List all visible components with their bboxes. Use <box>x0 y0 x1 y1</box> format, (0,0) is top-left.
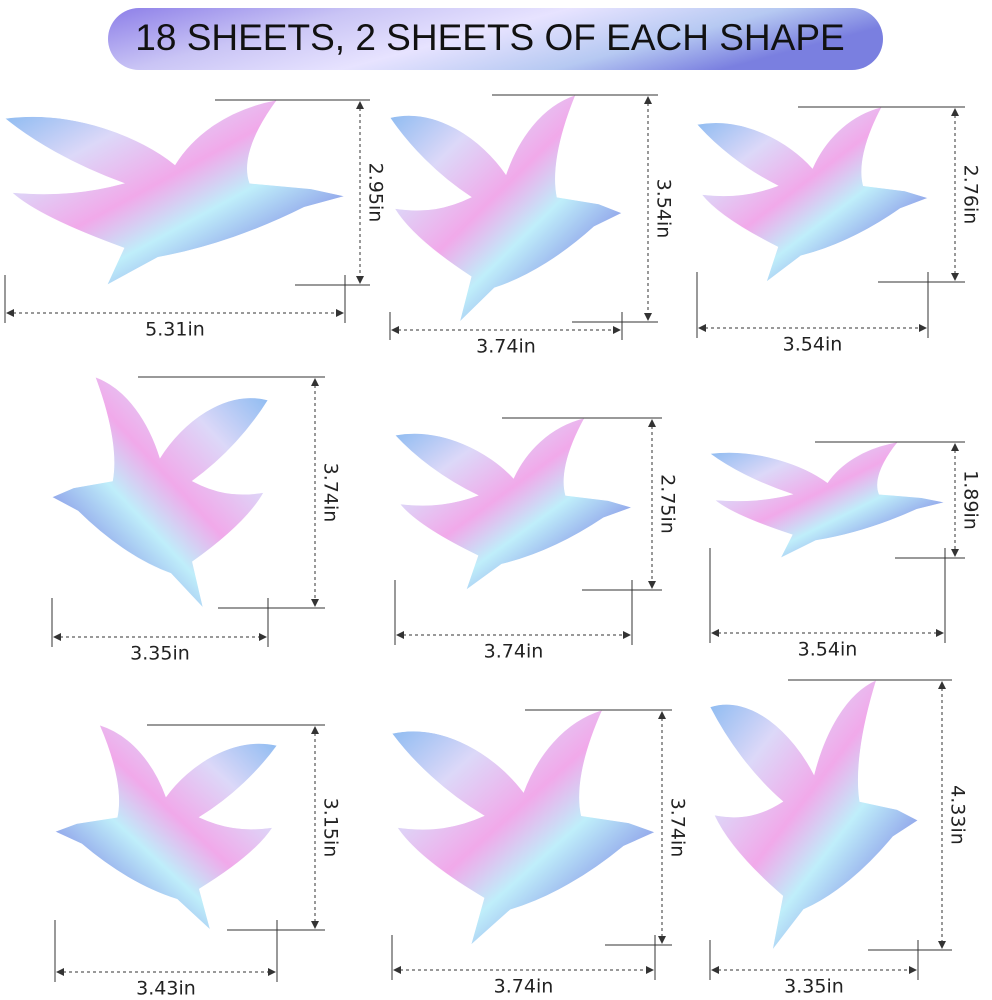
bird-shape <box>392 710 655 945</box>
bird-shape <box>5 100 345 285</box>
width-label: 5.31in <box>145 319 205 341</box>
shapes: 5.31in 2.95in 3.74in 3.54in 3.54in 2.76in 3.35… <box>5 95 982 1000</box>
height-label: 3.15in <box>320 798 342 858</box>
title-banner <box>108 8 883 70</box>
width-label: 3.35in <box>130 643 190 665</box>
height-label: 2.76in <box>960 165 982 225</box>
width-label: 3.35in <box>784 976 844 998</box>
width-label: 3.43in <box>136 978 196 1000</box>
height-label: 2.95in <box>365 163 387 223</box>
bird-shape <box>710 680 918 950</box>
width-label: 3.74in <box>476 336 536 358</box>
title: 18 SHEETS, 2 SHEETS OF EACH SHAPE <box>135 17 844 58</box>
height-label: 1.89in <box>960 470 982 530</box>
height-label: 4.33in <box>947 785 969 845</box>
height-label: 3.74in <box>667 798 689 858</box>
width-label: 3.54in <box>783 334 843 356</box>
bird-shape <box>52 377 268 608</box>
height-label: 3.74in <box>320 463 342 523</box>
bird-shape <box>390 95 622 322</box>
height-label: 2.75in <box>657 474 679 534</box>
width-label: 3.54in <box>798 639 858 661</box>
bird-shape <box>395 418 632 590</box>
width-label: 3.74in <box>494 976 554 998</box>
width-label: 3.74in <box>484 641 544 663</box>
height-label: 3.54in <box>653 179 675 239</box>
bird-shape <box>55 725 277 930</box>
bird-shape <box>697 107 928 282</box>
bird-shape <box>710 442 945 558</box>
